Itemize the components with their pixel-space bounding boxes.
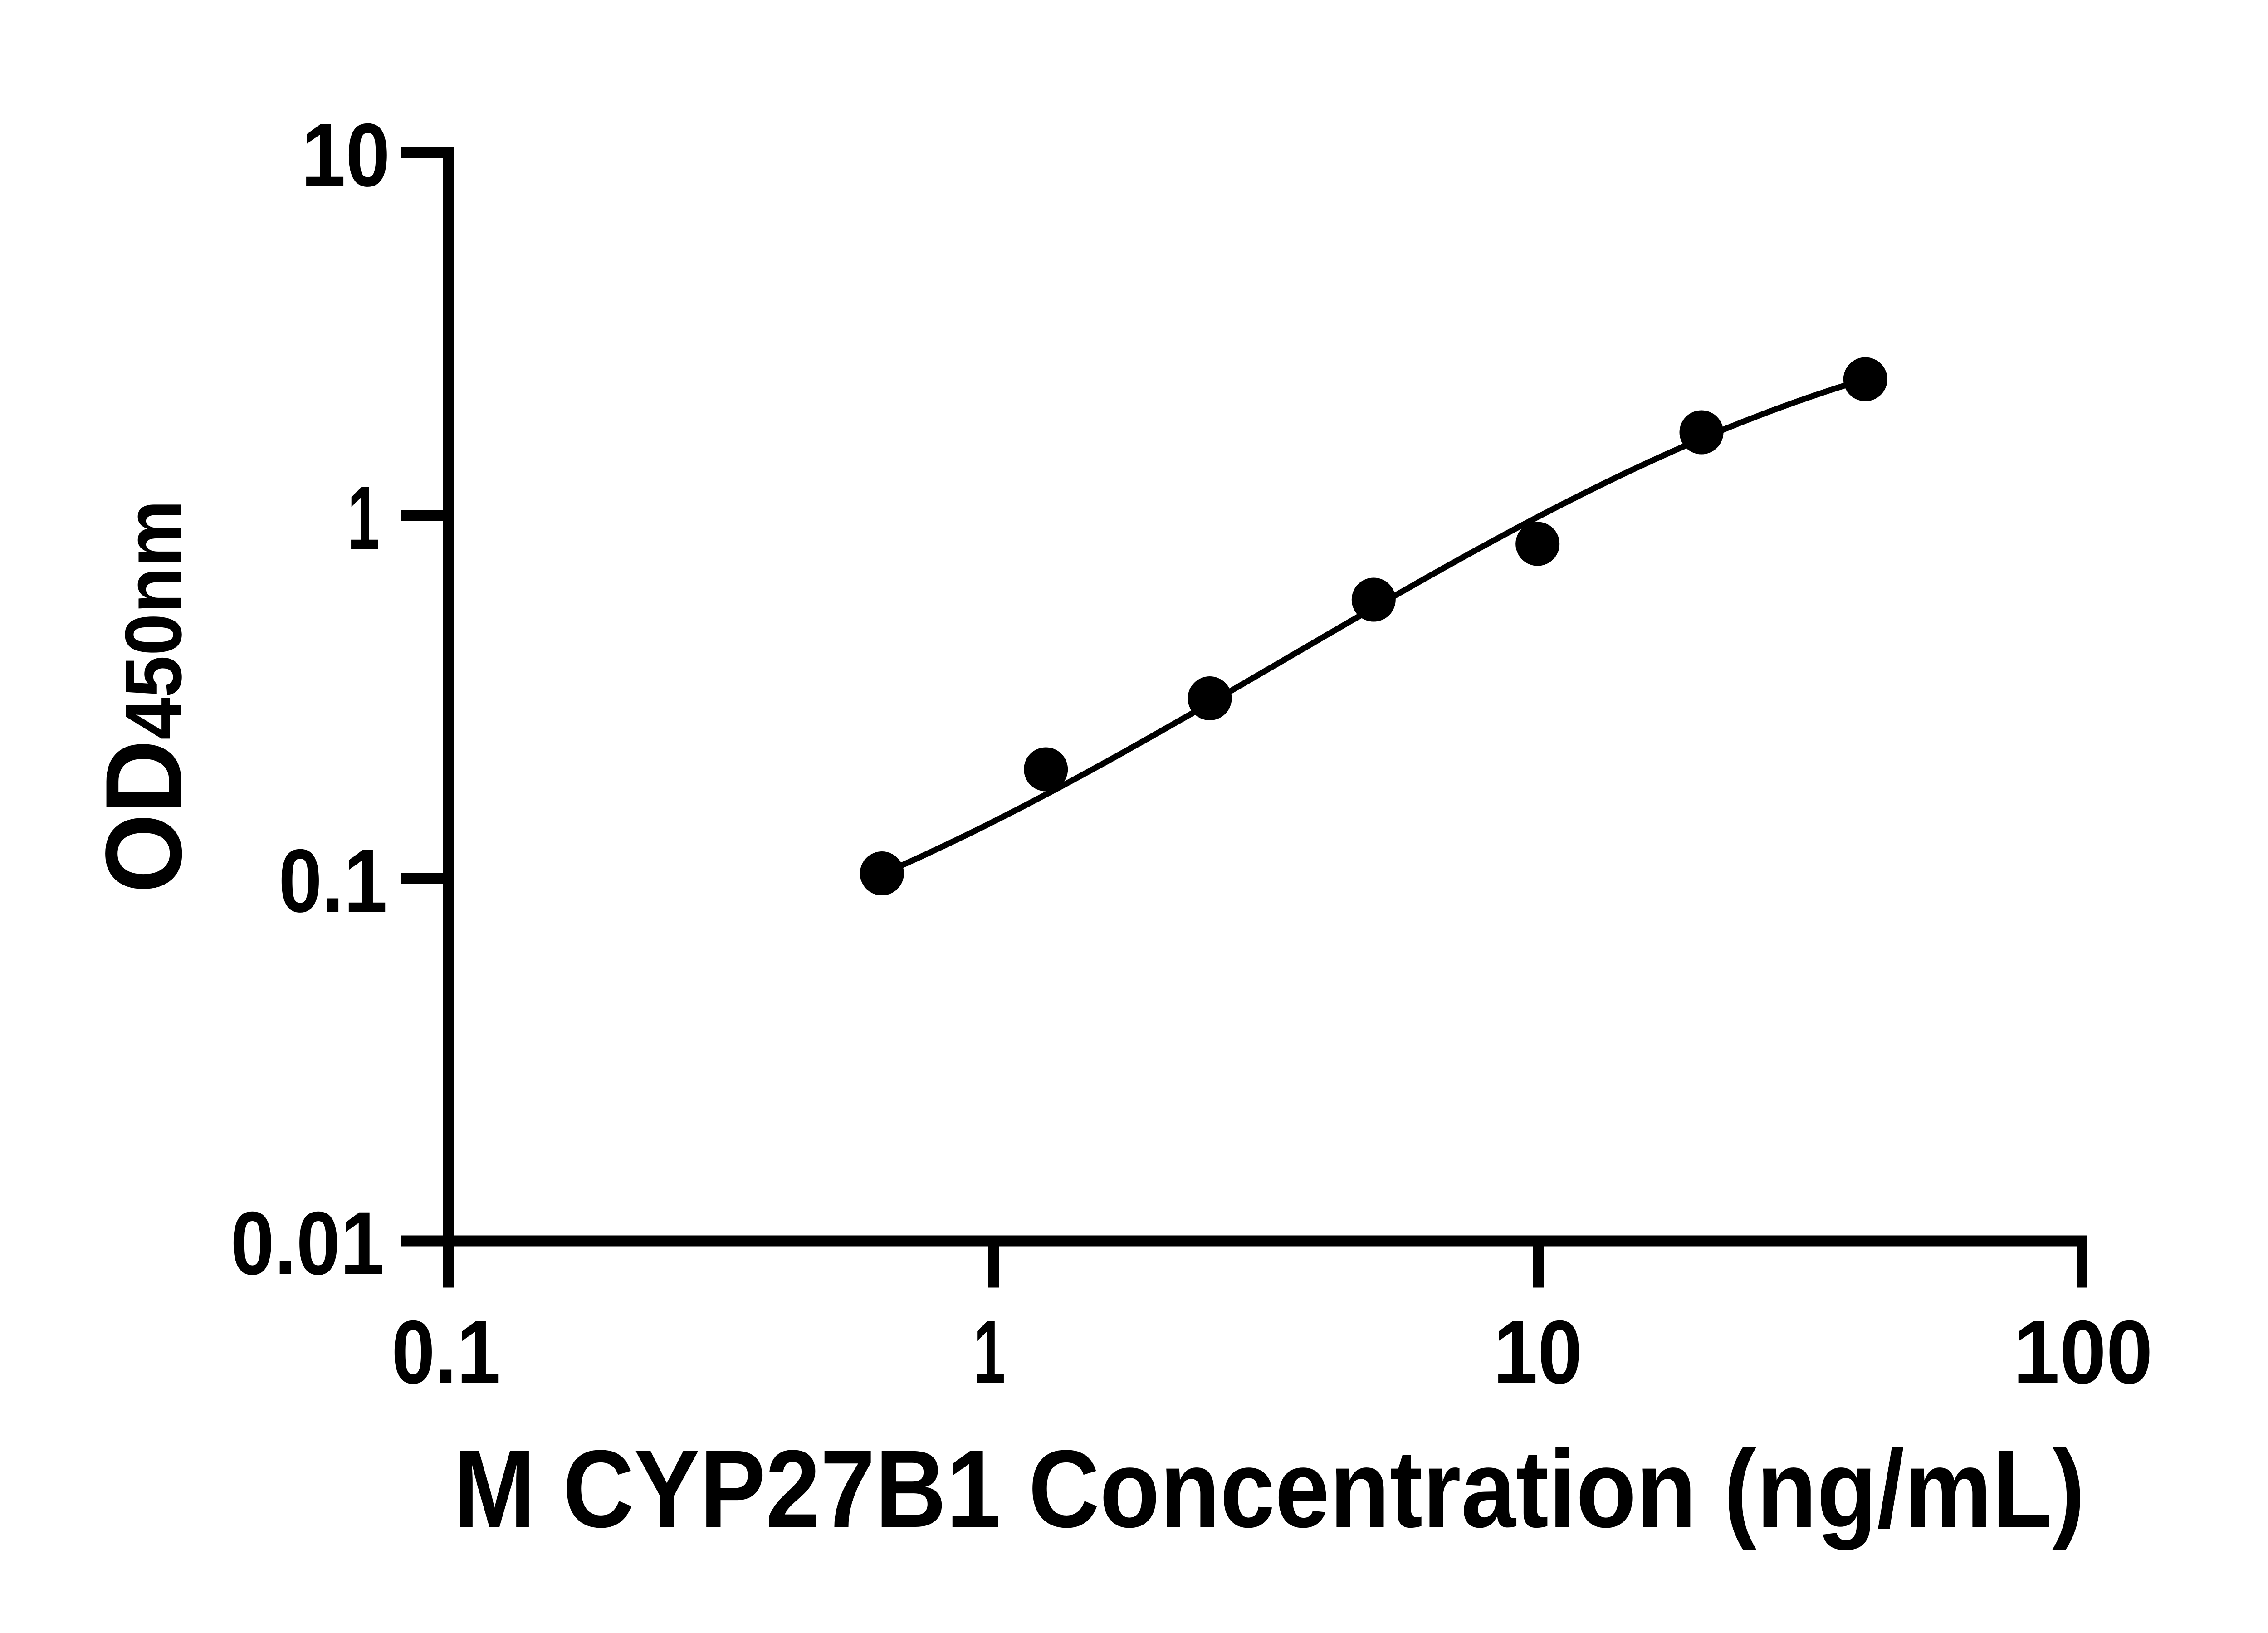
svg-text:0.1: 0.1 xyxy=(279,831,387,931)
svg-text:1: 1 xyxy=(973,1302,1006,1402)
svg-text:10: 10 xyxy=(1493,1302,1582,1402)
svg-text:M CYP27B1 Concentration (ng/mL: M CYP27B1 Concentration (ng/mL) xyxy=(454,1428,2085,1550)
svg-text:0.1: 0.1 xyxy=(391,1302,500,1402)
svg-text:10: 10 xyxy=(301,105,390,205)
svg-text:1: 1 xyxy=(347,468,380,568)
svg-text:100: 100 xyxy=(2013,1302,2153,1402)
svg-text:0.01: 0.01 xyxy=(230,1193,384,1293)
svg-text:OD450nm: OD450nm xyxy=(83,500,204,893)
